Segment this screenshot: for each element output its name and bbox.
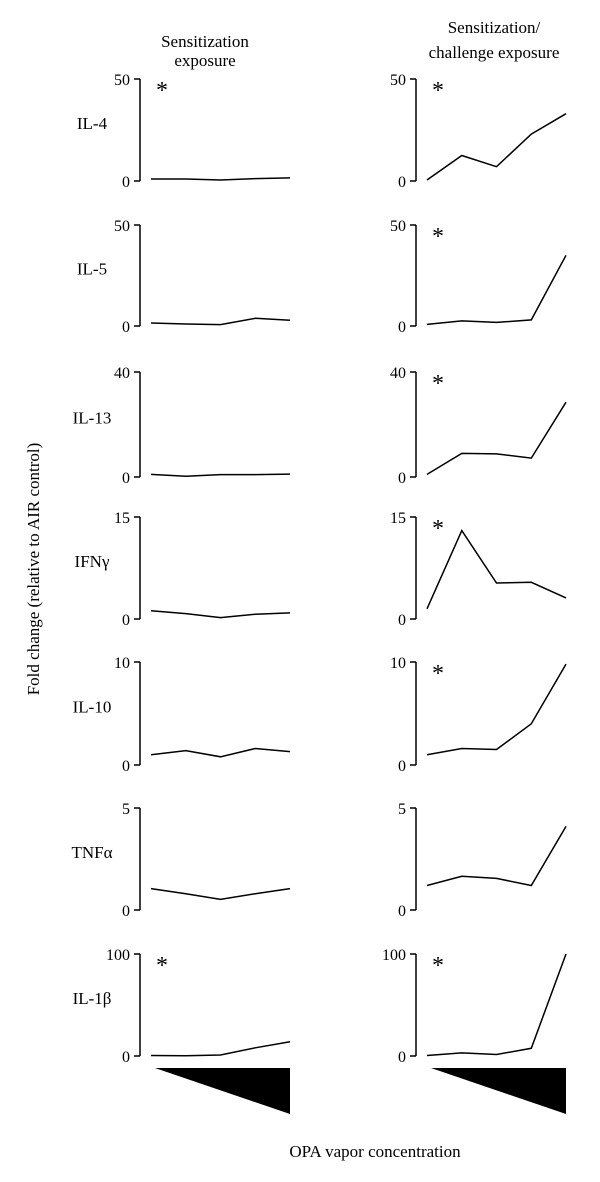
y-axis-label: Fold change (relative to AIR control) [24,443,43,696]
cytokine-label-il10: IL-10 [73,698,112,717]
series-line-il4-chal [426,113,567,181]
series-line-il13-chal [426,401,567,476]
series-line-il5-sens [150,317,291,326]
asterisk-il4-chal: * [432,78,444,104]
tick-label-il10-chal-top: 10 [390,655,406,672]
col-title-right-line1: Sensitization/ [448,18,541,37]
cytokine-label-tnf: TNFα [71,843,112,862]
col-title-left-line1: Sensitization [161,32,249,51]
tick-label-ifn-chal-top: 15 [390,510,406,527]
tick-label-il5-sens-bottom: 0 [122,319,130,336]
tick-label-il4-chal-bottom: 0 [398,174,406,191]
series-line-il10-chal [426,663,567,756]
tick-label-il10-sens-bottom: 0 [122,758,130,775]
series-line-il4-sens [151,177,291,181]
tick-label-il5-chal-top: 50 [390,218,406,235]
col-title-left-line2: exposure [174,51,235,70]
cytokine-label-il4: IL-4 [77,114,108,133]
series-line-il1-chal [426,953,567,1057]
concentration-wedge-right [431,1068,566,1114]
asterisk-il4-sens: * [156,78,168,104]
tick-label-il5-sens-top: 50 [114,218,130,235]
asterisk-il13-chal: * [432,371,444,397]
x-axis-label: OPA vapor concentration [289,1142,461,1161]
asterisk-il5-chal: * [432,224,444,250]
tick-label-ifn-sens-bottom: 0 [122,612,130,629]
tick-label-tnf-chal-bottom: 0 [398,903,406,920]
tick-label-il1-sens-bottom: 0 [122,1049,130,1066]
asterisk-il1-chal: * [432,953,444,979]
series-line-il5-chal [426,254,567,326]
series-line-tnf-sens [150,887,291,901]
tick-label-il1-sens-top: 100 [106,947,130,964]
tick-label-ifn-sens-top: 15 [114,510,130,527]
tick-label-il13-sens-bottom: 0 [122,470,130,487]
tick-label-il5-chal-bottom: 0 [398,319,406,336]
asterisk-ifn-chal: * [432,516,444,542]
tick-label-il13-chal-top: 40 [390,365,406,382]
series-line-tnf-chal [426,826,567,887]
panels: 500*IL-4500*500IL-5500*400IL-13400*150IF… [71,72,567,1066]
tick-label-il13-chal-bottom: 0 [398,470,406,487]
tick-label-il4-chal-top: 50 [390,72,406,89]
series-line-ifn-chal [426,529,567,610]
asterisk-il1-sens: * [156,953,168,979]
series-line-il13-sens [150,473,291,477]
tick-label-ifn-chal-bottom: 0 [398,612,406,629]
tick-label-il13-sens-top: 40 [114,365,130,382]
tick-label-il1-chal-top: 100 [382,947,406,964]
col-title-right-line2: challenge exposure [429,43,560,62]
asterisk-il10-chal: * [432,661,444,687]
tick-label-il10-chal-bottom: 0 [398,758,406,775]
series-line-il10-sens [150,747,291,758]
tick-label-tnf-sens-bottom: 0 [122,903,130,920]
cytokine-label-il13: IL-13 [73,409,112,428]
series-line-il1-sens [150,1040,291,1057]
cytokine-label-il1: IL-1β [73,989,112,1008]
concentration-wedge-left [155,1068,290,1114]
cytokine-label-il5: IL-5 [77,260,107,279]
tick-label-tnf-sens-top: 5 [122,801,130,818]
tick-label-il4-sens-bottom: 0 [122,174,130,191]
tick-label-il1-chal-bottom: 0 [398,1049,406,1066]
series-line-ifn-sens [150,610,291,619]
tick-label-tnf-chal-top: 5 [398,801,406,818]
cytokine-label-ifn: IFNγ [75,552,110,571]
tick-label-il4-sens-top: 50 [114,72,130,89]
tick-label-il10-sens-top: 10 [114,655,130,672]
